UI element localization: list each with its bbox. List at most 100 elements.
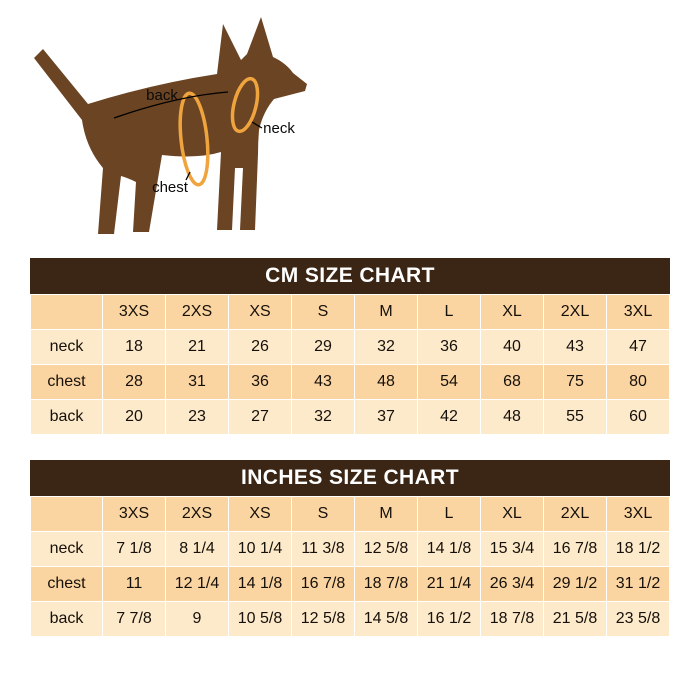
value-cell: 14 1/8: [417, 531, 481, 567]
value-cell: 55: [543, 399, 607, 435]
measurement-row: neck 18 21 26 29 32 36 40 43 47: [30, 329, 670, 365]
row-label-cell: neck: [30, 329, 103, 365]
value-cell: 32: [354, 329, 418, 365]
measurement-row: back 20 23 27 32 37 42 48 55 60: [30, 399, 670, 435]
value-cell: 60: [606, 399, 670, 435]
cm-size-table: 3XS 2XS XS S M L XL 2XL 3XL neck 18 21 26 29 32 36 40 43 4…: [30, 294, 670, 435]
value-cell: 23 5/8: [606, 601, 670, 637]
size-header-cell: XL: [480, 294, 544, 330]
inches-chart-title: INCHES SIZE CHART: [30, 460, 670, 496]
value-cell: 48: [354, 364, 418, 400]
value-cell: 31 1/2: [606, 566, 670, 602]
value-cell: 21 1/4: [417, 566, 481, 602]
value-cell: 8 1/4: [165, 531, 229, 567]
value-cell: 10 5/8: [228, 601, 292, 637]
value-cell: 23: [165, 399, 229, 435]
value-cell: 12 5/8: [354, 531, 418, 567]
dog-diagram-svg: back neck chest: [34, 17, 307, 234]
dog-measurement-diagram: back neck chest: [2, 2, 342, 254]
value-cell: 11 3/8: [291, 531, 355, 567]
size-header-cell: XS: [228, 294, 292, 330]
value-cell: 16 1/2: [417, 601, 481, 637]
value-cell: 28: [102, 364, 166, 400]
cm-size-chart: CM SIZE CHART 3XS 2XS XS S M L XL 2XL 3XL neck 18 2…: [30, 258, 670, 435]
size-header-cell: 3XL: [606, 496, 670, 532]
value-cell: 29: [291, 329, 355, 365]
row-label-cell: chest: [30, 566, 103, 602]
value-cell: 26: [228, 329, 292, 365]
size-header-cell: 2XS: [165, 496, 229, 532]
value-cell: 20: [102, 399, 166, 435]
value-cell: 75: [543, 364, 607, 400]
value-cell: 54: [417, 364, 481, 400]
size-header-cell: 2XS: [165, 294, 229, 330]
value-cell: 16 7/8: [543, 531, 607, 567]
row-label-cell: back: [30, 399, 103, 435]
chest-label: chest: [152, 179, 189, 196]
value-cell: 42: [417, 399, 481, 435]
value-cell: 40: [480, 329, 544, 365]
value-cell: 48: [480, 399, 544, 435]
value-cell: 7 1/8: [102, 531, 166, 567]
value-cell: 36: [228, 364, 292, 400]
corner-cell: [30, 294, 103, 330]
size-header-cell: S: [291, 496, 355, 532]
size-header-cell: 3XS: [102, 294, 166, 330]
value-cell: 10 1/4: [228, 531, 292, 567]
size-header-row: 3XS 2XS XS S M L XL 2XL 3XL: [30, 294, 670, 330]
value-cell: 21: [165, 329, 229, 365]
value-cell: 14 1/8: [228, 566, 292, 602]
value-cell: 36: [417, 329, 481, 365]
value-cell: 18 7/8: [480, 601, 544, 637]
value-cell: 68: [480, 364, 544, 400]
neck-label: neck: [263, 120, 295, 137]
back-pointer-line: [113, 91, 229, 119]
inches-size-table: 3XS 2XS XS S M L XL 2XL 3XL neck 7 1/8 8 1/4 10 1/4 1…: [30, 496, 670, 637]
neck-pointer-line: [251, 121, 263, 129]
row-label-cell: chest: [30, 364, 103, 400]
size-header-cell: XS: [228, 496, 292, 532]
chest-pointer-line: [185, 171, 191, 181]
back-label: back: [146, 87, 178, 104]
value-cell: 12 1/4: [165, 566, 229, 602]
cm-chart-title: CM SIZE CHART: [30, 258, 670, 294]
size-header-cell: M: [354, 496, 418, 532]
size-header-row: 3XS 2XS XS S M L XL 2XL 3XL: [30, 496, 670, 532]
measurement-row: chest 11 12 1/4 14 1/8 16 7/8 18 7/8 21 1/4 26 …: [30, 566, 670, 602]
value-cell: 9: [165, 601, 229, 637]
value-cell: 37: [354, 399, 418, 435]
value-cell: 26 3/4: [480, 566, 544, 602]
value-cell: 14 5/8: [354, 601, 418, 637]
inches-size-chart: INCHES SIZE CHART 3XS 2XS XS S M L XL 2XL 3XL nec…: [30, 460, 670, 637]
measurement-row: back 7 7/8 9 10 5/8 12 5/8 14 5/8 16 1/2 18 7/8…: [30, 601, 670, 637]
size-header-cell: L: [417, 496, 481, 532]
value-cell: 47: [606, 329, 670, 365]
value-cell: 18 1/2: [606, 531, 670, 567]
size-header-cell: 2XL: [543, 496, 607, 532]
value-cell: 29 1/2: [543, 566, 607, 602]
value-cell: 18: [102, 329, 166, 365]
value-cell: 43: [543, 329, 607, 365]
value-cell: 18 7/8: [354, 566, 418, 602]
dog-silhouette: [34, 17, 307, 234]
measurement-row: neck 7 1/8 8 1/4 10 1/4 11 3/8 12 5/8 14 1/8 15…: [30, 531, 670, 567]
value-cell: 31: [165, 364, 229, 400]
value-cell: 11: [102, 566, 166, 602]
value-cell: 32: [291, 399, 355, 435]
corner-cell: [30, 496, 103, 532]
neck-measure-ellipse: [230, 76, 260, 134]
row-label-cell: back: [30, 601, 103, 637]
value-cell: 12 5/8: [291, 601, 355, 637]
measurement-row: chest 28 31 36 43 48 54 68 75 80: [30, 364, 670, 400]
chest-measure-ellipse: [178, 91, 210, 187]
value-cell: 80: [606, 364, 670, 400]
size-header-cell: M: [354, 294, 418, 330]
size-header-cell: 3XL: [606, 294, 670, 330]
size-header-cell: 3XS: [102, 496, 166, 532]
size-header-cell: S: [291, 294, 355, 330]
size-header-cell: XL: [480, 496, 544, 532]
size-header-cell: 2XL: [543, 294, 607, 330]
value-cell: 7 7/8: [102, 601, 166, 637]
value-cell: 15 3/4: [480, 531, 544, 567]
